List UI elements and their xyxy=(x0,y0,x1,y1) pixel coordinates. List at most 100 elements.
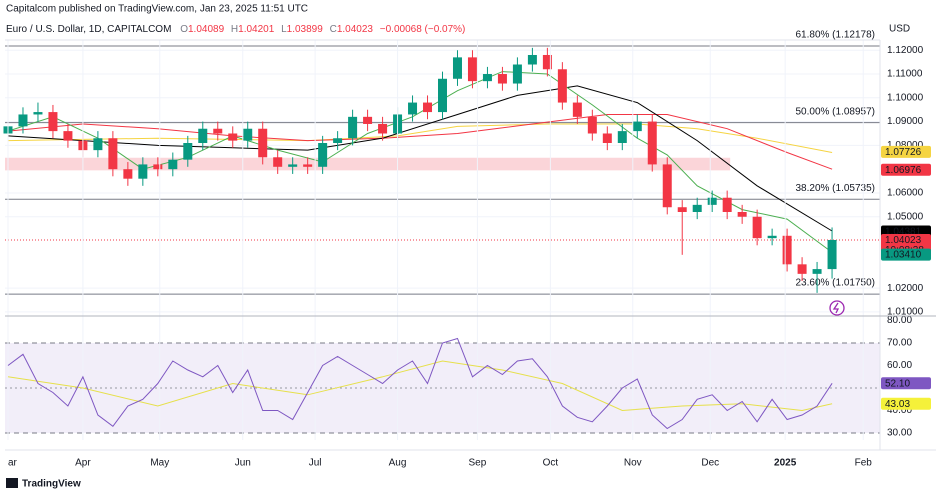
candle-body xyxy=(512,64,522,84)
publisher: Capitalcom published on TradingView.com,… xyxy=(6,4,308,15)
candle-body xyxy=(108,138,118,170)
y-tick-label: 1.09000 xyxy=(887,116,924,127)
candle-body xyxy=(812,269,822,274)
candle-body xyxy=(18,114,28,127)
ohlc-key: O xyxy=(180,24,188,35)
candle-body xyxy=(452,57,462,79)
brand: TradingView xyxy=(22,479,81,490)
candle-body xyxy=(557,69,567,103)
candle-body xyxy=(617,131,627,144)
candle-body xyxy=(318,143,328,167)
x-tick-label: ar xyxy=(8,458,18,469)
y-tick-label: 70.00 xyxy=(887,338,912,349)
badge-label: 1.03410 xyxy=(885,250,922,261)
moving-average xyxy=(7,123,833,153)
candle-body xyxy=(482,74,492,82)
candle-body xyxy=(228,133,238,141)
candle-body xyxy=(303,164,313,167)
candle-body xyxy=(33,112,43,115)
badge-label: 43.03 xyxy=(885,399,910,410)
candle-body xyxy=(662,164,672,208)
candle-body xyxy=(692,204,702,212)
candle-body xyxy=(258,128,268,158)
currency: USD xyxy=(889,24,910,35)
ohlc-key: L xyxy=(281,24,287,35)
candle-body xyxy=(273,157,283,167)
x-tick-label: Nov xyxy=(624,458,642,469)
y-tick-label: 60.00 xyxy=(887,360,912,371)
candle-body xyxy=(48,112,58,132)
x-tick-label: Jul xyxy=(309,458,322,469)
x-tick-label: Aug xyxy=(389,458,407,469)
ohlc-value: 1.04201 xyxy=(238,24,275,35)
candle-body xyxy=(587,116,597,134)
ohlc-value: 1.03899 xyxy=(287,24,324,35)
y-tick-label: 1.12000 xyxy=(887,45,924,56)
price-badge xyxy=(881,377,931,390)
y-tick-label: 1.10000 xyxy=(887,92,924,103)
candle-body xyxy=(737,211,747,217)
candle-body xyxy=(363,116,373,124)
fib-label: 50.00% (1.08957) xyxy=(795,106,875,117)
y-tick-label: 1.02000 xyxy=(887,283,924,294)
candle-body xyxy=(767,235,777,239)
y-tick-label: 1.11000 xyxy=(887,69,923,80)
x-tick-label: Oct xyxy=(543,458,559,469)
badge-label: 1.07726 xyxy=(885,147,922,158)
symbol-line: Euro / U.S. Dollar, 1D, CAPITALCOM O1.04… xyxy=(6,24,465,35)
y-tick-label: 30.00 xyxy=(887,428,912,439)
y-tick-label: 40.00 xyxy=(887,405,912,416)
candle-body xyxy=(333,138,343,144)
price-badge xyxy=(881,163,931,176)
x-tick-label: Feb xyxy=(855,458,873,469)
price-badge xyxy=(881,248,931,261)
candle-body xyxy=(213,128,223,134)
candle-body xyxy=(63,131,73,141)
candle-body xyxy=(497,74,507,84)
y-tick-label: 1.08000 xyxy=(887,140,924,151)
candle-body xyxy=(378,123,388,134)
x-tick-label: Dec xyxy=(701,458,719,469)
candle-body xyxy=(168,159,178,170)
candle-body xyxy=(438,78,447,113)
candle-body xyxy=(632,121,642,132)
x-tick-label: May xyxy=(150,458,169,469)
price-badge xyxy=(881,145,931,158)
moving-average xyxy=(7,114,833,170)
candle-body xyxy=(722,197,732,212)
candle-body xyxy=(243,128,253,141)
candle-body xyxy=(827,239,837,270)
x-tick-label: 2025 xyxy=(774,458,797,469)
y-tick-label: 1.06000 xyxy=(887,188,924,199)
candle-body xyxy=(542,54,552,70)
y-tick-label: 80.00 xyxy=(887,315,912,326)
candle-body xyxy=(527,54,537,65)
symbol: Euro / U.S. Dollar, 1D, CAPITALCOM xyxy=(6,24,171,35)
ohlc-value: 1.04089 xyxy=(188,24,225,35)
moving-average xyxy=(7,85,833,232)
price-badge xyxy=(881,397,931,410)
candle-body xyxy=(782,235,792,265)
candle-body xyxy=(707,197,717,205)
ohlc-value: 1.04023 xyxy=(337,24,374,35)
rsi-ma xyxy=(7,360,833,412)
alert-icon[interactable] xyxy=(829,300,845,316)
ohlc-key: C xyxy=(330,24,337,35)
zone xyxy=(5,157,731,171)
y-tick-label: 1.05000 xyxy=(887,211,924,222)
candle-body xyxy=(123,169,133,179)
badge-label: 1.04023 xyxy=(885,235,922,246)
fib-label: 38.20% (1.05735) xyxy=(795,183,875,194)
fib-label: 61.80% (1.12178) xyxy=(795,30,875,41)
candle-body xyxy=(572,102,582,117)
ohlc-key: H xyxy=(231,24,238,35)
rsi-line xyxy=(7,337,833,430)
candle-body xyxy=(153,164,163,170)
candle-body xyxy=(647,121,657,165)
badge-label: 1.04381 xyxy=(885,227,922,238)
candle-body xyxy=(602,133,612,144)
candle-body xyxy=(348,116,358,139)
fib-label: 23.60% (1.01750) xyxy=(795,278,875,289)
x-tick-label: Jun xyxy=(235,458,251,469)
